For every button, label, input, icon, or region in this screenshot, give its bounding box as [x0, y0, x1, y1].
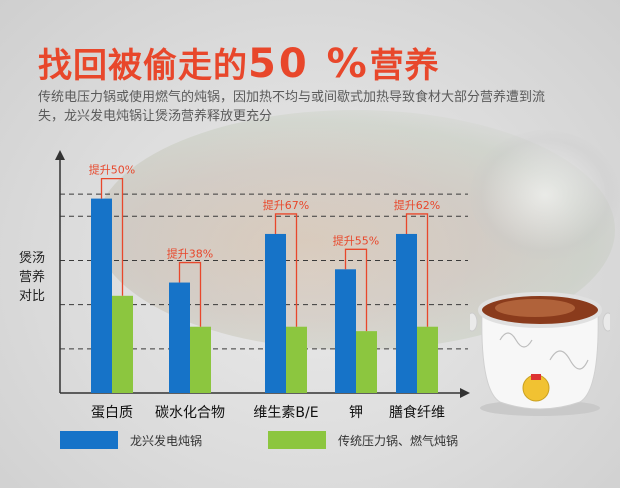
slow-cooker-image [470, 292, 610, 416]
soup-meat [495, 299, 575, 317]
improvement-label: 提升50% [89, 164, 135, 177]
bar-green [286, 326, 307, 393]
bar-blue [396, 233, 417, 393]
category-label: 维生素B/E [253, 405, 318, 421]
bar-green [112, 295, 133, 393]
improvement-bracket [100, 177, 124, 296]
improvement-bracket [178, 261, 202, 327]
legend-item-green: 传统压力锅、燃气炖锅 [268, 431, 458, 449]
headline: 找回被偷走的50 %营养 [38, 38, 440, 87]
bar-blue [265, 233, 286, 393]
bar-green [356, 331, 377, 393]
legend-label-green: 传统压力锅、燃气炖锅 [338, 433, 459, 448]
headline-highlight: 50 % [248, 41, 370, 87]
headline-prefix: 找回被偷走的 [38, 46, 248, 86]
y-axis-label: 营养 [19, 269, 45, 285]
improvement-bracket [274, 213, 298, 327]
pot-indicator-light [531, 374, 541, 380]
y-axis-label: 对比 [19, 289, 45, 304]
bar-blue [91, 198, 112, 393]
subtitle: 传统电压力锅或使用燃气的炖锅，因加热不均与或间歇式加热导致食材大部分营养遭到流失… [38, 90, 546, 124]
improvement-label: 提升62% [394, 199, 440, 212]
pot-handle-right [602, 312, 610, 332]
bar-green [190, 326, 211, 393]
y-axis-label: 煲汤 [19, 250, 45, 266]
pot-body [481, 309, 599, 410]
improvement-bracket [405, 213, 429, 327]
plate-background [470, 130, 620, 260]
bar-blue [169, 282, 190, 393]
bar-blue [335, 269, 356, 393]
y-axis-arrow [55, 150, 65, 160]
legend-swatch-green [268, 431, 326, 449]
improvement-label: 提升38% [167, 248, 213, 261]
headline-suffix: 营养 [369, 46, 440, 86]
improvement-bracket [344, 248, 368, 332]
pot-handle-left [470, 312, 478, 332]
legend-label-blue: 龙兴发电炖锅 [130, 433, 203, 448]
x-axis-arrow [460, 388, 470, 398]
category-label: 钾 [349, 405, 363, 421]
legend-item-blue: 龙兴发电炖锅 [60, 431, 202, 449]
category-label: 蛋白质 [91, 405, 133, 421]
pot-flower-pattern [499, 332, 589, 370]
category-label: 碳水化合物 [155, 405, 225, 421]
category-label: 膳食纤维 [389, 404, 445, 421]
improvement-label: 提升55% [333, 234, 379, 247]
bar-green [417, 326, 438, 393]
legend-swatch-blue [60, 431, 118, 449]
improvement-label: 提升67% [263, 199, 309, 212]
